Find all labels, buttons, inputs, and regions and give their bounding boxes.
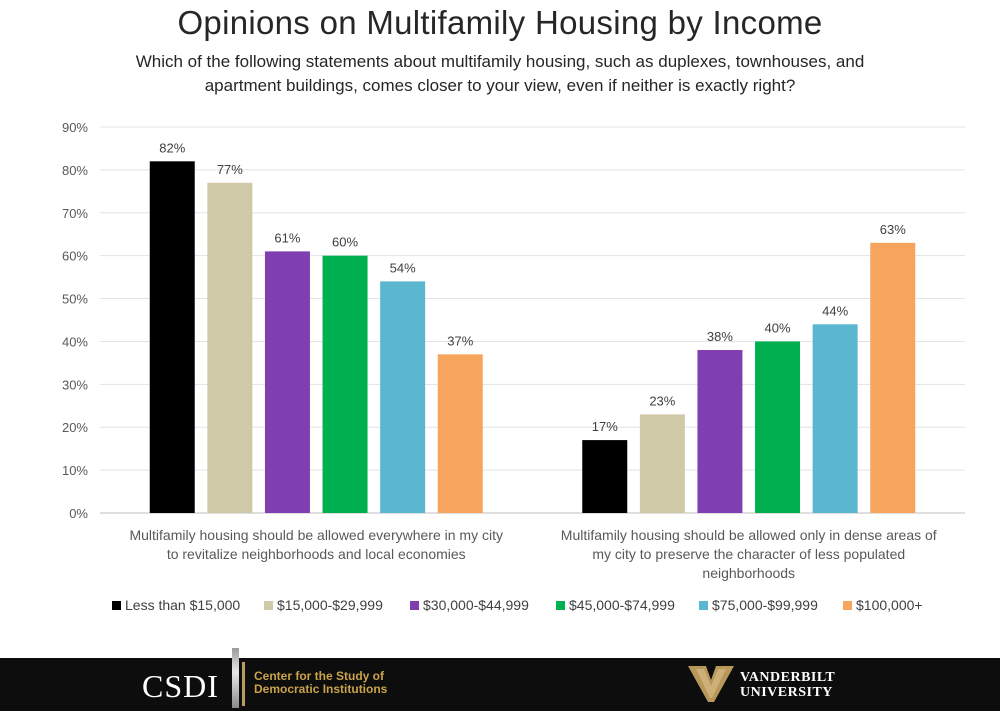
data-label: 40% (765, 320, 791, 335)
y-tick-label: 90% (62, 120, 88, 135)
bar (639, 414, 685, 513)
legend-label: $75,000-$99,999 (712, 597, 818, 613)
bar (870, 242, 916, 514)
bar (697, 350, 743, 513)
bar (264, 251, 310, 513)
x-category-label: my city to preserve the character of les… (592, 546, 905, 562)
x-category-label: Multifamily housing should be allowed on… (561, 527, 937, 543)
bar (207, 182, 253, 513)
y-tick-label: 40% (62, 334, 88, 349)
subtitle-line-1: Which of the following statements about … (135, 52, 865, 71)
y-tick-label: 60% (62, 249, 88, 264)
data-label: 44% (822, 303, 848, 318)
bar (812, 324, 858, 513)
legend-label: $100,000+ (856, 597, 923, 613)
y-tick-label: 30% (62, 377, 88, 392)
data-label: 37% (447, 333, 473, 348)
y-tick-label: 10% (62, 463, 88, 478)
vanderbilt-name: VANDERBILT UNIVERSITY (740, 670, 835, 700)
legend-label: Less than $15,000 (125, 597, 240, 613)
y-tick-label: 50% (62, 292, 88, 307)
x-category-label: Multifamily housing should be allowed ev… (129, 527, 503, 543)
data-label: 23% (649, 393, 675, 408)
data-label: 38% (707, 329, 733, 344)
legend-label: $15,000-$29,999 (277, 597, 383, 613)
chart-title: Opinions on Multifamily Housing by Incom… (177, 4, 823, 41)
data-label: 54% (390, 260, 416, 275)
csdi-pillar-graphic (232, 648, 239, 708)
data-label: 82% (159, 140, 185, 155)
csdi-accent-line (242, 662, 245, 706)
subtitle-line-2: apartment buildings, comes closer to you… (204, 76, 796, 95)
legend-swatch (556, 601, 565, 610)
bar (149, 161, 195, 514)
bar (582, 440, 628, 513)
y-tick-label: 80% (62, 163, 88, 178)
csdi-logo-text: CSDI (142, 668, 219, 704)
legend-label: $30,000-$44,999 (423, 597, 529, 613)
footer-banner: CSDI Center for the Study of Democratic … (0, 648, 1000, 711)
y-tick-label: 70% (62, 206, 88, 221)
vu-name-line-2: UNIVERSITY (740, 685, 833, 700)
x-category-label: neighborhoods (702, 565, 795, 581)
legend-swatch (264, 601, 273, 610)
bar (755, 341, 801, 513)
csdi-name-line-2: Democratic Institutions (254, 682, 388, 696)
legend-label: $45,000-$74,999 (569, 597, 675, 613)
data-label: 60% (332, 235, 358, 250)
y-tick-label: 0% (69, 506, 88, 521)
y-tick-label: 20% (62, 420, 88, 435)
chart-subtitle: Which of the following statements about … (100, 50, 900, 98)
vu-name-line-1: VANDERBILT (740, 670, 836, 685)
bar (437, 354, 483, 513)
bar-chart: 0% 10% 20% 30% 40% 50% 60% 70% 80% 90% 82% 77% 61% 60… (62, 120, 965, 613)
data-label: 61% (274, 230, 300, 245)
csdi-full-name: Center for the Study of Democratic Insti… (254, 670, 414, 696)
x-category-label: to revitalize neighborhoods and local ec… (167, 546, 466, 562)
legend-swatch (843, 601, 852, 610)
vanderbilt-v-logo-icon (688, 666, 734, 702)
bar (380, 281, 426, 513)
data-label: 17% (592, 419, 618, 434)
legend-swatch (699, 601, 708, 610)
data-label: 63% (880, 222, 906, 237)
legend-swatch (410, 601, 419, 610)
legend-swatch (112, 601, 121, 610)
data-label: 77% (217, 162, 243, 177)
bar (322, 255, 368, 513)
csdi-name-line-1: Center for the Study of (254, 669, 385, 683)
